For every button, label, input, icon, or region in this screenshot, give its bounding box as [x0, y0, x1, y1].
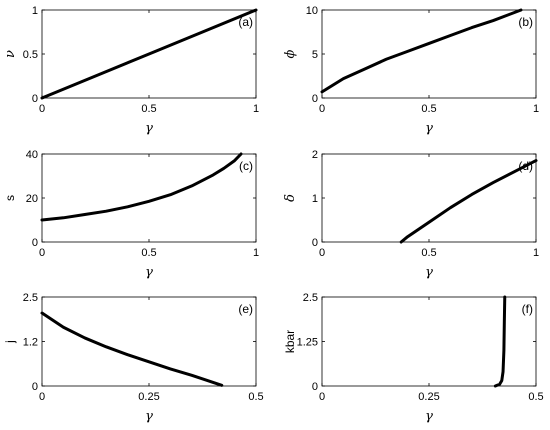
y-axis-label: s [3, 195, 17, 201]
series-line-0 [40, 152, 243, 222]
y-tick-label: 1 [32, 5, 38, 17]
y-tick-label: 1 [312, 193, 318, 205]
y-axis-label: δ [283, 194, 298, 202]
x-tick-label: 0 [39, 391, 45, 403]
y-tick-label: 0 [32, 93, 38, 105]
x-axis-label: γ [425, 409, 433, 424]
y-tick-label: 2.5 [303, 292, 318, 304]
x-axis-label: γ [145, 409, 153, 424]
x-tick-label: 0 [319, 103, 325, 115]
panel-label: (b) [518, 15, 533, 29]
x-tick-label: 0 [319, 247, 325, 259]
panel-2: 0 0.5 1 0 20 40 γ s (c) [3, 149, 259, 280]
y-axis-label: j [3, 340, 17, 344]
x-tick-label: 1 [253, 103, 259, 115]
x-axis-label: γ [145, 121, 153, 136]
panel-label: (e) [238, 302, 253, 316]
panel-4: 0 0.25 0.5 0 1.2 2.5 γ j (e) [3, 292, 264, 424]
y-axis-label: ν [3, 50, 18, 58]
x-tick-label: 0.5 [421, 247, 436, 259]
series-line-0 [40, 311, 224, 387]
x-axis-label: γ [145, 265, 153, 280]
panel-5: 0 0.25 0.5 0 1.25 2.5 γ kbar (f) [283, 292, 544, 424]
y-tick-label: 0 [312, 93, 318, 105]
y-tick-label: 0 [32, 237, 38, 249]
y-tick-label: 0.5 [23, 49, 38, 61]
x-tick-label: 1 [253, 247, 259, 259]
x-tick-label: 0.5 [528, 391, 543, 403]
x-tick-label: 1 [533, 247, 539, 259]
series-line-0 [40, 8, 258, 100]
x-axis-label: γ [425, 121, 433, 136]
panel-label: (a) [238, 15, 253, 29]
series-line-0 [320, 8, 523, 94]
y-tick-label: 10 [306, 5, 318, 17]
y-tick-label: 0 [312, 237, 318, 249]
y-tick-label: 20 [26, 193, 38, 205]
x-tick-label: 0.5 [248, 391, 263, 403]
x-tick-label: 0.5 [421, 103, 436, 115]
plot-frame [321, 9, 537, 99]
y-tick-label: 40 [26, 149, 38, 161]
plot-frame [41, 296, 257, 387]
x-tick-label: 0 [39, 247, 45, 259]
x-tick-label: 0.5 [141, 103, 156, 115]
x-tick-label: 0.5 [141, 247, 156, 259]
plot-frame [321, 153, 537, 243]
y-tick-label: 2 [312, 149, 318, 161]
y-axis-label: kbar [283, 330, 297, 353]
x-tick-label: 0 [319, 391, 325, 403]
x-tick-label: 0.25 [418, 391, 439, 403]
x-tick-label: 0 [39, 103, 45, 115]
panel-0: 0 0.5 1 0 0.5 1 γ ν (a) [3, 5, 259, 136]
x-axis-label: γ [425, 265, 433, 280]
series-line-0 [493, 295, 507, 388]
x-tick-label: 1 [533, 103, 539, 115]
y-tick-label: 5 [312, 49, 318, 61]
y-tick-label: 1.25 [297, 337, 318, 349]
y-tick-label: 0 [32, 381, 38, 393]
panel-label: (c) [239, 159, 253, 173]
x-tick-label: 0.25 [138, 391, 159, 403]
panel-label: (f) [522, 302, 533, 316]
series-line-0 [399, 159, 538, 244]
y-tick-label: 2.5 [23, 292, 38, 304]
y-axis-label: ϕ [283, 49, 298, 58]
y-tick-label: 0 [312, 381, 318, 393]
y-tick-label: 1.2 [23, 337, 38, 349]
